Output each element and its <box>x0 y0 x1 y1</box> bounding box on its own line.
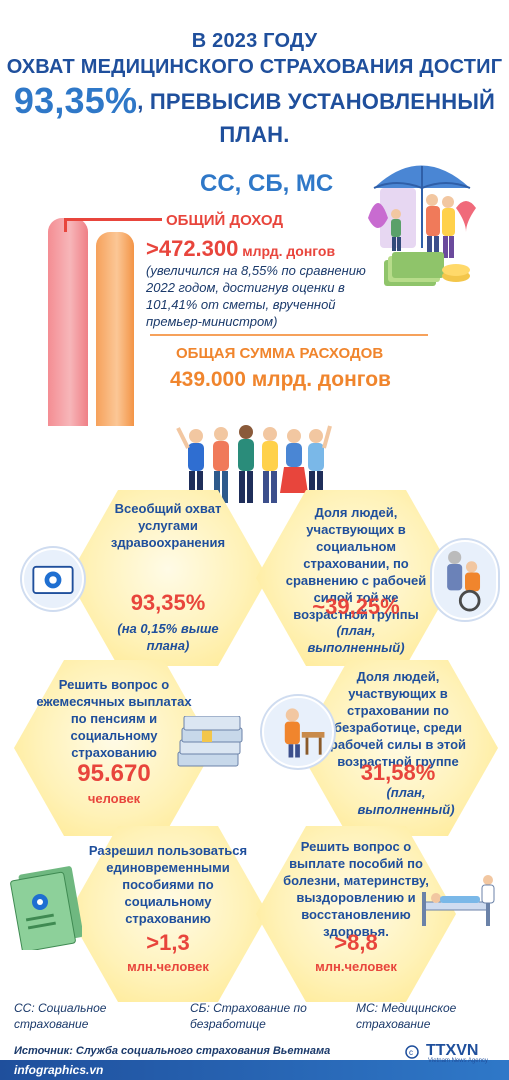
card-1-note: (на 0,15% выше плана) <box>117 621 219 653</box>
crowd-illustration <box>176 425 332 503</box>
card-3-title: Решить вопрос о ежемесячных выплатах по … <box>36 677 192 760</box>
expense-value: 439.000 млрд. донгов <box>170 368 391 391</box>
card-2-title: Доля людей, участвующих в социальном стр… <box>285 505 427 622</box>
agency-subtitle: Vietnam News Agency <box>428 1058 488 1064</box>
card-5-unit: млн.человек <box>127 959 209 974</box>
card-4-title: Доля людей, участвующих в страховании по… <box>329 669 467 769</box>
expense-label: ОБЩАЯ СУММА РАСХОДОВ <box>176 345 384 362</box>
card-3-value: 95.670 <box>77 760 151 787</box>
svg-text:c: c <box>409 1048 413 1057</box>
card-6-unit: млн.человек <box>315 959 397 974</box>
family-umbrella-illustration <box>368 165 476 286</box>
site-link[interactable]: infographics.vn <box>14 1063 104 1077</box>
card-6-title: Решить вопрос о выплате пособий по болез… <box>283 839 429 939</box>
card-5-value: >1,3 <box>146 930 190 955</box>
card-6-value: >8,8 <box>334 930 378 955</box>
card-1-value: 93,35% <box>130 590 206 615</box>
card-5-title: Разрешил пользоваться единовременными по… <box>88 843 248 926</box>
footer-bar <box>0 1060 509 1080</box>
insurance-card-icon <box>22 548 84 610</box>
card-2-value: ~39,25% <box>312 594 400 619</box>
finance-divider <box>150 334 428 336</box>
income-label: ОБЩИЙ ДОХОД <box>166 212 284 229</box>
money-stack-icon <box>177 716 243 767</box>
definition-ms: МС: Медицинское страхование <box>356 1001 457 1031</box>
headline-line-1: В 2023 ГОДУ <box>191 30 318 52</box>
headline-line-3-rest: , ПРЕВЫСИВ УСТАНОВЛЕННЫЙ ПЛАН. <box>137 89 496 147</box>
worker-icon <box>262 696 334 768</box>
hospital-bed-icon <box>422 875 495 926</box>
source-credit: Источник: Служба социального страхования… <box>14 1045 331 1057</box>
agency-name: TTXVN <box>426 1042 479 1059</box>
card-4-value: 31,58% <box>360 760 436 785</box>
elderly-care-icon <box>432 540 498 620</box>
card-4-note: (план, выполненный) <box>357 785 455 817</box>
card-1-title: Всеобщий охват услугами здравоохранения <box>110 501 226 550</box>
insurance-book-icon <box>10 866 82 950</box>
income-connector-line <box>64 218 162 232</box>
income-value: >472.300 млрд. донгов <box>146 236 335 262</box>
agency-logo: c TTXVN Vietnam News Agency <box>404 1042 500 1066</box>
expense-pillar <box>96 232 134 426</box>
card-2-note: (план, выполненный) <box>307 623 405 655</box>
income-unit: млрд. донгов <box>238 243 336 259</box>
card-3-unit: человек <box>87 791 141 806</box>
income-amount: >472.300 <box>146 236 239 261</box>
definition-ss: СС: Социальное страхование <box>14 1001 107 1031</box>
headline-line-2: ОХВАТ МЕДИЦИНСКОГО СТРАХОВАНИЯ ДОСТИГ <box>6 56 503 78</box>
headline-line-3: 93,35%, ПРЕВЫСИВ УСТАНОВЛЕННЫЙ ПЛАН. <box>0 80 509 148</box>
finance-title: СС, СБ, МС <box>200 170 334 197</box>
income-pillar <box>48 218 88 426</box>
headline-percentage: 93,35% <box>13 80 138 121</box>
definition-sb: СБ: Страхование по безработице <box>190 1001 307 1031</box>
income-note: (увеличился на 8,55% по сравнению 2022 г… <box>146 263 366 329</box>
